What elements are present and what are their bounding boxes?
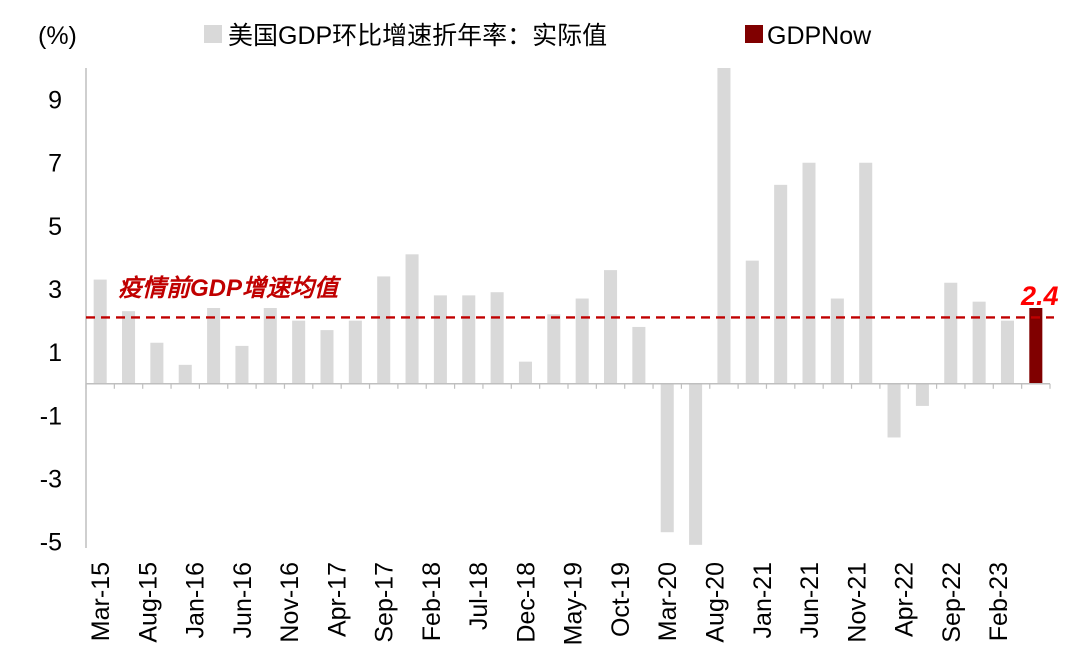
bar-actual-20 <box>660 383 674 533</box>
y-tick-label: -3 <box>40 466 62 494</box>
bar-actual-18 <box>604 270 618 384</box>
bar-actual-11 <box>405 254 419 384</box>
bar-actual-23 <box>745 260 759 384</box>
bar-actual-17 <box>575 298 589 384</box>
bar-actual-3 <box>178 364 192 384</box>
y-tick-label: -5 <box>40 529 62 557</box>
bar-actual-7 <box>292 320 306 384</box>
x-tick-label: Nov-21 <box>843 562 871 643</box>
bar-actual-22 <box>717 68 731 384</box>
y-tick-label: 3 <box>48 276 62 304</box>
legend-label-gdpnow: GDPNow <box>767 22 872 50</box>
bar-actual-2 <box>150 342 164 384</box>
x-tick-label: Oct-19 <box>607 562 635 637</box>
bar-actual-21 <box>689 383 703 545</box>
y-tick-label: 1 <box>48 339 62 367</box>
bar-actual-30 <box>944 282 958 384</box>
legend-swatch-actual <box>204 25 222 43</box>
reference-line-label: 疫情前GDP增速均值 <box>118 275 342 302</box>
bars-group <box>93 68 1043 545</box>
bar-actual-25 <box>802 162 816 384</box>
bar-actual-19 <box>632 326 646 384</box>
x-tick-label: Aug-20 <box>701 562 729 643</box>
x-tick-label: Aug-15 <box>134 562 162 643</box>
x-tick-label: Sep-22 <box>938 562 966 643</box>
x-tick-label: Feb-23 <box>985 562 1013 641</box>
bar-actual-28 <box>887 383 901 438</box>
bar-actual-9 <box>348 320 362 384</box>
y-tick-label: 9 <box>48 87 62 115</box>
x-tick-label: Jan-21 <box>749 562 777 638</box>
bar-actual-6 <box>263 308 277 384</box>
bar-actual-1 <box>122 311 136 384</box>
x-tick-label: Mar-15 <box>87 562 115 641</box>
bar-actual-8 <box>320 330 334 384</box>
y-axis-unit-label: (%) <box>38 22 77 50</box>
bar-actual-4 <box>207 308 221 384</box>
bar-actual-15 <box>518 361 532 384</box>
bar-actual-12 <box>433 295 447 384</box>
x-tick-label: Mar-20 <box>654 562 682 641</box>
bar-actual-26 <box>830 298 844 384</box>
y-tick-labels: 9 7 5 3 1 -1 -3 -5 <box>40 87 62 557</box>
x-tick-labels: Mar-15 Aug-15 Jan-16 Jun-16 Nov-16 Apr-17 Sep-… <box>87 562 1013 645</box>
y-tick-label: 7 <box>48 150 62 178</box>
bar-actual-29 <box>915 383 929 406</box>
bar-actual-24 <box>774 184 788 384</box>
bar-actual-32 <box>1000 320 1014 384</box>
bar-actual-10 <box>377 276 391 384</box>
bar-actual-5 <box>235 345 249 384</box>
x-tick-marks <box>85 383 1051 389</box>
x-tick-label: Sep-17 <box>371 562 399 643</box>
x-tick-label: Apr-22 <box>891 562 919 637</box>
plot-area: 9 7 5 3 1 -1 -3 -5 Mar-15 Aug-15 Jan-16 Jun-16 Nov-… <box>40 68 1059 645</box>
legend-label-actual: 美国GDP环比增速折年率：实际值 <box>228 22 607 50</box>
x-tick-label: Nov-16 <box>276 562 304 643</box>
legend: 美国GDP环比增速折年率：实际值 GDPNow <box>204 22 872 50</box>
bar-gdpnow <box>1029 308 1043 384</box>
bar-actual-14 <box>490 292 504 384</box>
x-tick-label: Feb-18 <box>418 562 446 641</box>
x-tick-label: Dec-18 <box>512 562 540 643</box>
x-tick-label: Apr-17 <box>323 562 351 637</box>
legend-swatch-gdpnow <box>745 25 763 43</box>
bar-actual-31 <box>972 301 986 384</box>
bar-actual-0 <box>93 279 107 384</box>
x-tick-label: Jun-21 <box>796 562 824 638</box>
bar-actual-13 <box>462 295 476 384</box>
bar-actual-27 <box>859 162 873 384</box>
x-tick-label: May-19 <box>560 562 588 645</box>
x-tick-label: Jul-18 <box>465 562 493 630</box>
x-tick-label: Jun-16 <box>229 562 257 638</box>
x-tick-label: Jan-16 <box>182 562 210 638</box>
gdpnow-value-label: 2.4 <box>1020 281 1059 311</box>
y-tick-label: 5 <box>48 213 62 241</box>
y-tick-label: -1 <box>40 402 62 430</box>
bar-actual-16 <box>547 314 561 384</box>
